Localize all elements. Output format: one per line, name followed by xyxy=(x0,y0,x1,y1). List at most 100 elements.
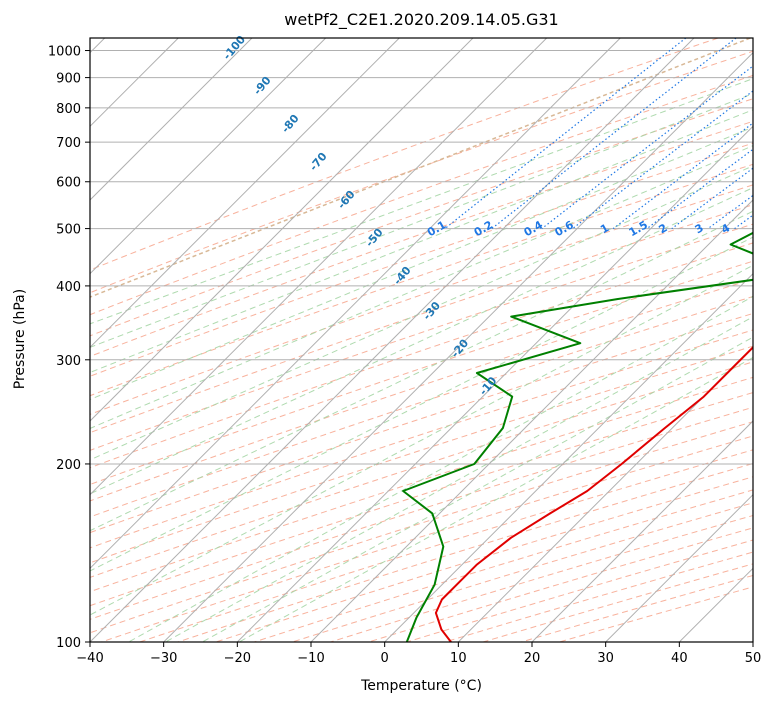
dry-adiabat-line xyxy=(90,38,719,271)
dry-adiabat-label: -30 xyxy=(420,299,443,323)
dry-adiabat-line xyxy=(559,586,753,642)
moist-adiabat-line xyxy=(90,145,753,430)
dry-adiabat-line xyxy=(90,278,753,502)
isotherm-line xyxy=(531,420,753,642)
dewpoint-profile xyxy=(402,231,753,642)
dry-adiabat-line xyxy=(90,361,753,578)
x-tick-label: −20 xyxy=(224,651,251,666)
profile-lines xyxy=(402,231,753,642)
y-tick-label: 500 xyxy=(56,223,81,238)
y-tick-label: 700 xyxy=(56,136,81,151)
isotherm-line xyxy=(0,38,31,642)
mixing-ratio-line xyxy=(491,38,737,230)
isotherm-line xyxy=(457,346,753,642)
dry-adiabat-line xyxy=(90,204,753,434)
dry-adiabat-line xyxy=(90,260,753,486)
mixing-ratio-label: 1.5 xyxy=(627,218,650,239)
isotherm-line xyxy=(678,567,753,642)
temperature-profile xyxy=(434,345,753,642)
x-tick-label: 10 xyxy=(450,651,467,666)
isotherm-line xyxy=(90,38,253,201)
isotherm-line xyxy=(90,38,106,54)
dry-adiabat-line xyxy=(215,476,753,642)
dry-adiabat-line xyxy=(90,329,753,549)
y-tick-label: 100 xyxy=(56,636,81,651)
isotherm-line xyxy=(90,38,621,570)
isotherm-line xyxy=(605,493,753,642)
moist-adiabat-line xyxy=(90,264,753,616)
dry-adiabat-line xyxy=(90,74,753,316)
isotherm-line xyxy=(752,641,753,642)
x-tick-label: 20 xyxy=(524,651,541,666)
dry-adiabat-line xyxy=(292,502,753,642)
dry-adiabat-label: -70 xyxy=(307,150,330,174)
y-tick-label: 600 xyxy=(56,176,81,191)
mixing-ratio-line xyxy=(734,214,753,230)
isotherm-line xyxy=(163,51,753,642)
dry-adiabat-line xyxy=(90,312,753,534)
mixing-ratio-line xyxy=(671,167,753,230)
dry-adiabat-line xyxy=(90,184,753,415)
moist-adiabat-line xyxy=(90,93,753,348)
isotherm-line xyxy=(90,38,695,642)
x-tick-label: −30 xyxy=(150,651,177,666)
dry-adiabat-line xyxy=(90,163,753,397)
moist-adiabat-line xyxy=(165,316,753,642)
chart-title: wetPf2_C2E1.2020.209.14.05.G31 xyxy=(284,10,559,29)
y-tick-label: 200 xyxy=(56,458,81,473)
dry-adiabat-label: -80 xyxy=(279,112,302,136)
moist-adiabat-line xyxy=(90,187,753,495)
dry-adiabat-line xyxy=(90,142,753,377)
dry-adiabat-line xyxy=(330,514,753,642)
isotherm-line xyxy=(384,272,753,642)
dry-adiabat-line xyxy=(90,345,753,564)
isotherm-line xyxy=(90,38,548,496)
dry-adiabat-line xyxy=(177,462,753,642)
isotherm-line xyxy=(90,38,474,422)
moist-adiabat-line xyxy=(128,295,753,642)
moist-adiabat-line xyxy=(90,165,753,461)
mixing-ratio-line xyxy=(444,38,687,230)
dry-adiabat-line xyxy=(90,392,753,607)
isotherm-line xyxy=(90,38,400,349)
x-tick-label: 0 xyxy=(381,651,389,666)
moist-adiabat-line xyxy=(90,236,753,572)
isotherm-line xyxy=(236,125,753,642)
dry-adiabat-line xyxy=(90,120,753,357)
moist-adiabat-line xyxy=(90,126,753,401)
plot-frame xyxy=(89,37,754,643)
mixing-ratio-label: 0.1 xyxy=(425,218,448,239)
dry-adiabat-line xyxy=(90,242,753,469)
isotherm-line xyxy=(90,38,327,275)
moist-adiabat-line xyxy=(90,210,753,532)
y-tick-label: 300 xyxy=(56,354,81,369)
y-tick-label: 1000 xyxy=(48,45,81,60)
mixing-ratio-line xyxy=(612,122,753,230)
y-tick-label: 900 xyxy=(56,72,81,87)
dry-adiabat-line xyxy=(90,98,753,337)
moist-adiabat-line xyxy=(238,356,753,642)
background-lines xyxy=(0,38,753,642)
mixing-ratio-label: 0.6 xyxy=(552,218,576,239)
moist-adiabat-line xyxy=(202,336,753,642)
y-tick-label: 400 xyxy=(56,280,81,295)
x-tick-label: −10 xyxy=(297,651,324,666)
mixing-ratio-label: 0.2 xyxy=(472,218,495,239)
dry-adiabat-line xyxy=(90,223,753,451)
dry-adiabat-label: -50 xyxy=(363,226,386,250)
mixing-ratio-line xyxy=(541,65,753,230)
isotherm-line xyxy=(310,199,753,642)
isotherm-line xyxy=(90,38,179,128)
dry-adiabat-label: -100 xyxy=(220,33,248,63)
x-tick-label: −40 xyxy=(76,651,103,666)
dry-adiabat-line xyxy=(90,295,753,518)
x-tick-label: 40 xyxy=(671,651,688,666)
dry-adiabat-line xyxy=(521,574,753,642)
x-axis-label: Temperature (°C) xyxy=(361,678,482,694)
axes: −40 −30 −20 −10 0 10 20 30 40 50 100 200 300 400 500 60… xyxy=(48,45,761,666)
x-tick-label: 50 xyxy=(745,651,762,666)
x-tick-label: 30 xyxy=(597,651,614,666)
mixing-ratio-line xyxy=(572,90,753,230)
moist-adiabat-line xyxy=(90,78,753,325)
